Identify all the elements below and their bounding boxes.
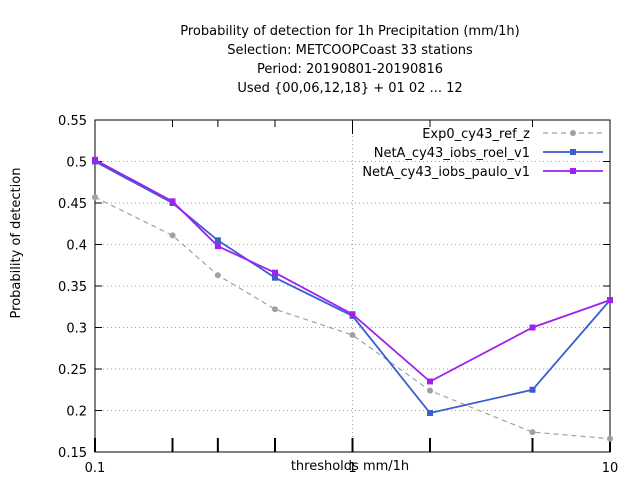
legend-label: Exp0_cy43_ref_z	[422, 127, 530, 142]
data-point	[271, 269, 278, 276]
legend-marker	[570, 130, 576, 136]
x-tick-label: 10	[602, 461, 619, 476]
title-line-0: Probability of detection for 1h Precipit…	[180, 24, 519, 39]
legend-label: NetA_cy43_iobs_paulo_v1	[362, 165, 530, 180]
legend: Exp0_cy43_ref_z NetA_cy43_iobs_roel_v1 Net…	[362, 127, 603, 180]
data-point	[92, 194, 98, 201]
data-point	[427, 409, 434, 416]
data-point	[169, 232, 176, 239]
series	[92, 156, 613, 442]
y-tick-label: 0.4	[66, 239, 87, 254]
x-tick-label: 1	[348, 461, 356, 476]
chart-title: Probability of detection for 1h Precipit…	[180, 24, 519, 96]
legend-marker	[570, 149, 576, 155]
data-point	[271, 274, 278, 281]
legend-marker	[570, 168, 576, 174]
legend-label: NetA_cy43_iobs_roel_v1	[374, 146, 530, 161]
title-line-1: Selection: METCOOPCoast 33 stations	[227, 43, 473, 58]
series-2	[92, 156, 613, 385]
data-point	[607, 435, 613, 442]
title-line-3: Used {00,06,12,18} + 01 02 ... 12	[237, 81, 462, 96]
y-tick-label: 0.35	[58, 280, 87, 295]
y-tick-label: 0.55	[58, 114, 87, 129]
data-point	[529, 386, 536, 393]
data-point	[427, 378, 434, 385]
series-1	[92, 158, 613, 416]
series-line	[94, 159, 611, 383]
title-line-2: Period: 20190801-20190816	[257, 62, 443, 77]
plot-frame	[94, 119, 611, 453]
y-axis-label: Probability of detection	[9, 168, 24, 319]
data-point	[271, 306, 278, 313]
data-point	[427, 387, 434, 394]
data-point	[607, 297, 613, 304]
data-point	[92, 156, 98, 163]
data-point	[529, 429, 536, 436]
series-line	[94, 196, 611, 440]
axis-ticks: 0.15 0.2 0.25 0.3 0.35 0.4 0.45 0.5 0.55 0.1 1 10	[58, 114, 618, 476]
data-point	[169, 198, 176, 205]
x-tick-label: 0.1	[85, 461, 106, 476]
y-tick-label: 0.5	[66, 156, 87, 171]
y-tick-label: 0.25	[58, 363, 87, 378]
data-point	[214, 272, 221, 279]
y-tick-label: 0.2	[66, 405, 87, 420]
y-tick-label: 0.45	[58, 197, 87, 212]
y-tick-label: 0.3	[66, 322, 87, 337]
y-tick-label: 0.15	[58, 446, 87, 461]
x-axis-label: thresholds mm/1h	[291, 459, 409, 474]
series-0	[92, 194, 613, 442]
data-point	[349, 331, 356, 338]
grid	[95, 120, 610, 452]
data-point	[214, 237, 221, 244]
data-point	[214, 243, 221, 250]
data-point	[349, 311, 356, 318]
data-point	[529, 324, 536, 331]
